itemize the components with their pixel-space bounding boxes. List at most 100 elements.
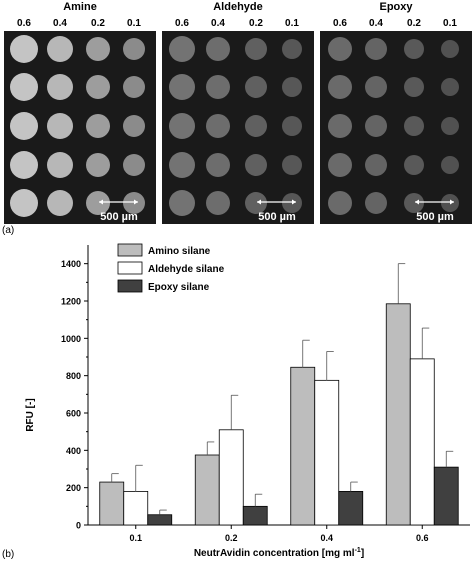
bar [123,490,149,526]
fluorescence-spot [328,153,352,177]
legend-swatch [117,279,143,293]
bar [194,454,220,526]
fluorescence-spot [328,114,352,138]
y-tick-label: 1000 [61,334,81,344]
fluorescence-spot [441,156,459,174]
legend: Amino silane Aldehyde silane Epoxy silane [117,243,225,293]
concentration-label: 0.6 [333,18,347,29]
fluorescence-spot [169,74,195,100]
concentration-label: 0.4 [53,18,67,29]
bar [242,505,268,526]
scale-bar-arrow-right [134,199,138,205]
y-axis-label: RFU [-] [25,398,36,431]
panel-title: Epoxy [379,1,413,13]
y-tick-label: 1400 [61,259,81,269]
fluorescence-spot [206,153,230,177]
fluorescence-spot [86,153,110,177]
fluorescence-spot [123,154,145,176]
microarray-panel: Epoxy 0.6 0.4 0.2 0.1 500 µm [320,1,472,224]
fluorescence-spot [86,75,110,99]
y-tick-label: 0 [76,521,81,531]
concentration-label: 0.6 [17,18,31,29]
fluorescence-spot [169,113,195,139]
microarray-panel-group: Amine 0.6 0.4 0.2 0.1 500 µm Aldehyde 0.6 0.4 0.2… [4,1,472,224]
scale-bar-label: 500 µm [100,211,138,223]
fluorescence-spot [169,152,195,178]
fluorescence-spot [404,155,424,175]
fluorescence-spot [169,190,195,216]
fluorescence-spot [245,154,267,176]
legend-label: Aldehyde silane [148,264,225,275]
legend-label: Epoxy silane [148,282,210,293]
scale-bar-label: 500 µm [416,211,454,223]
fluorescence-spot [404,193,424,213]
fluorescence-spot [206,37,230,61]
fluorescence-spot [47,190,73,216]
fluorescence-spot [282,77,302,97]
fluorescence-spot [441,40,459,58]
fluorescence-spot [123,76,145,98]
bar [314,379,340,526]
fluorescence-spot [365,154,387,176]
fluorescence-spot [404,116,424,136]
y-tick-label: 200 [66,483,81,493]
fluorescence-spot [47,36,73,62]
panel-title: Amine [63,1,97,13]
bar [409,358,435,526]
x-tick-label: 0.1 [129,533,142,543]
y-tick-label: 1200 [61,297,81,307]
panel-a-label: (a) [2,225,14,236]
panel-b-label: (b) [2,549,14,560]
y-tick-label: 600 [66,409,81,419]
fluorescence-spot [328,37,352,61]
fluorescence-spot [245,76,267,98]
concentration-label: 0.2 [249,18,263,29]
fluorescence-spot [365,76,387,98]
concentration-label: 0.4 [369,18,383,29]
panel-title: Aldehyde [213,1,263,13]
bar [218,429,244,526]
scale-bar-arrow-left [99,199,103,205]
microarray-panel: Aldehyde 0.6 0.4 0.2 0.1 500 µm [162,1,314,224]
fluorescence-spot [441,117,459,135]
fluorescence-spot [10,35,38,63]
fluorescence-spot [10,151,38,179]
y-tick-label: 800 [66,371,81,381]
fluorescence-spot [169,36,195,62]
fluorescence-spot [245,115,267,137]
scale-bar-arrow-right [292,199,296,205]
fluorescence-spot [404,77,424,97]
fluorescence-spot [123,115,145,137]
fluorescence-spot [47,152,73,178]
x-tick-label: 0.4 [320,533,333,543]
x-tick-label: 0.2 [225,533,238,543]
fluorescence-spot [245,192,267,214]
concentration-label: 0.2 [407,18,421,29]
legend-label: Amino silane [148,246,211,257]
fluorescence-spot [47,113,73,139]
microarray-panel: Amine 0.6 0.4 0.2 0.1 500 µm [4,1,156,224]
x-tick-label: 0.6 [416,533,429,543]
bar [147,514,173,526]
x-axis-label: NeutrAvidin concentration [mg ml-1] [194,547,364,559]
fluorescence-spot [10,112,38,140]
scale-bar-arrow-left [257,199,261,205]
fluorescence-spot [206,191,230,215]
fluorescence-spot [245,38,267,60]
concentration-label: 0.6 [175,18,189,29]
y-tick-label: 400 [66,446,81,456]
bar [99,481,125,526]
fluorescence-spot [328,75,352,99]
scale-bar-arrow-left [415,199,419,205]
fluorescence-spot [10,189,38,217]
fluorescence-spot [328,191,352,215]
fluorescence-spot [441,78,459,96]
bar [290,366,316,526]
concentration-label: 0.2 [91,18,105,29]
bar [385,303,411,526]
fluorescence-spot [47,74,73,100]
fluorescence-spot [123,38,145,60]
fluorescence-spot [365,115,387,137]
fluorescence-spot [282,116,302,136]
